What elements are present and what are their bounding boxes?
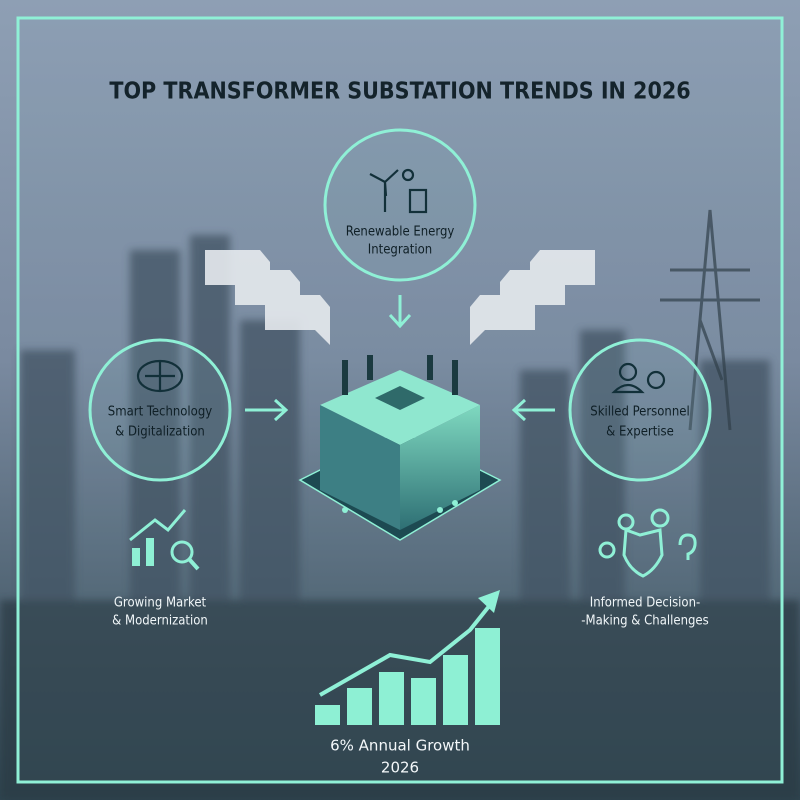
growth-label: 2026 [381, 759, 419, 777]
node-ring [88, 338, 232, 482]
node-label: & Modernization [112, 614, 208, 629]
growth-line [319, 603, 492, 697]
brain-icon [136, 359, 184, 393]
transformer [298, 355, 502, 541]
chevrons-left [205, 250, 330, 345]
node-label: Growing Market [114, 596, 207, 611]
node-label: Skilled Personnel [590, 405, 689, 420]
node-label: Integration [368, 243, 432, 258]
title: TOP TRANSFORMER SUBSTATION TRENDS IN 202… [109, 79, 690, 105]
personnel-icon [611, 362, 666, 394]
node-label: Smart Technology [108, 405, 212, 420]
market-icon [129, 509, 200, 571]
arrow [511, 398, 555, 422]
renewable-icon [369, 168, 428, 214]
node-label: Renewable Energy [346, 225, 455, 240]
growth-arrowhead [478, 590, 500, 613]
node-label: & Digitalization [115, 425, 205, 440]
node-label: Informed Decision- [590, 596, 700, 611]
power-tower [660, 209, 760, 431]
growth-label: 6% Annual Growth [330, 737, 470, 755]
city-skyline [0, 235, 800, 800]
node-ring [568, 338, 712, 482]
chevrons-right [470, 250, 595, 345]
node-ring [323, 128, 477, 282]
arrow [388, 295, 412, 329]
arrow [245, 398, 289, 422]
node-label: & Expertise [606, 425, 674, 440]
growth-bars [315, 628, 500, 725]
node-label: -Making & Challenges [581, 614, 708, 629]
decision-icon [598, 508, 697, 578]
